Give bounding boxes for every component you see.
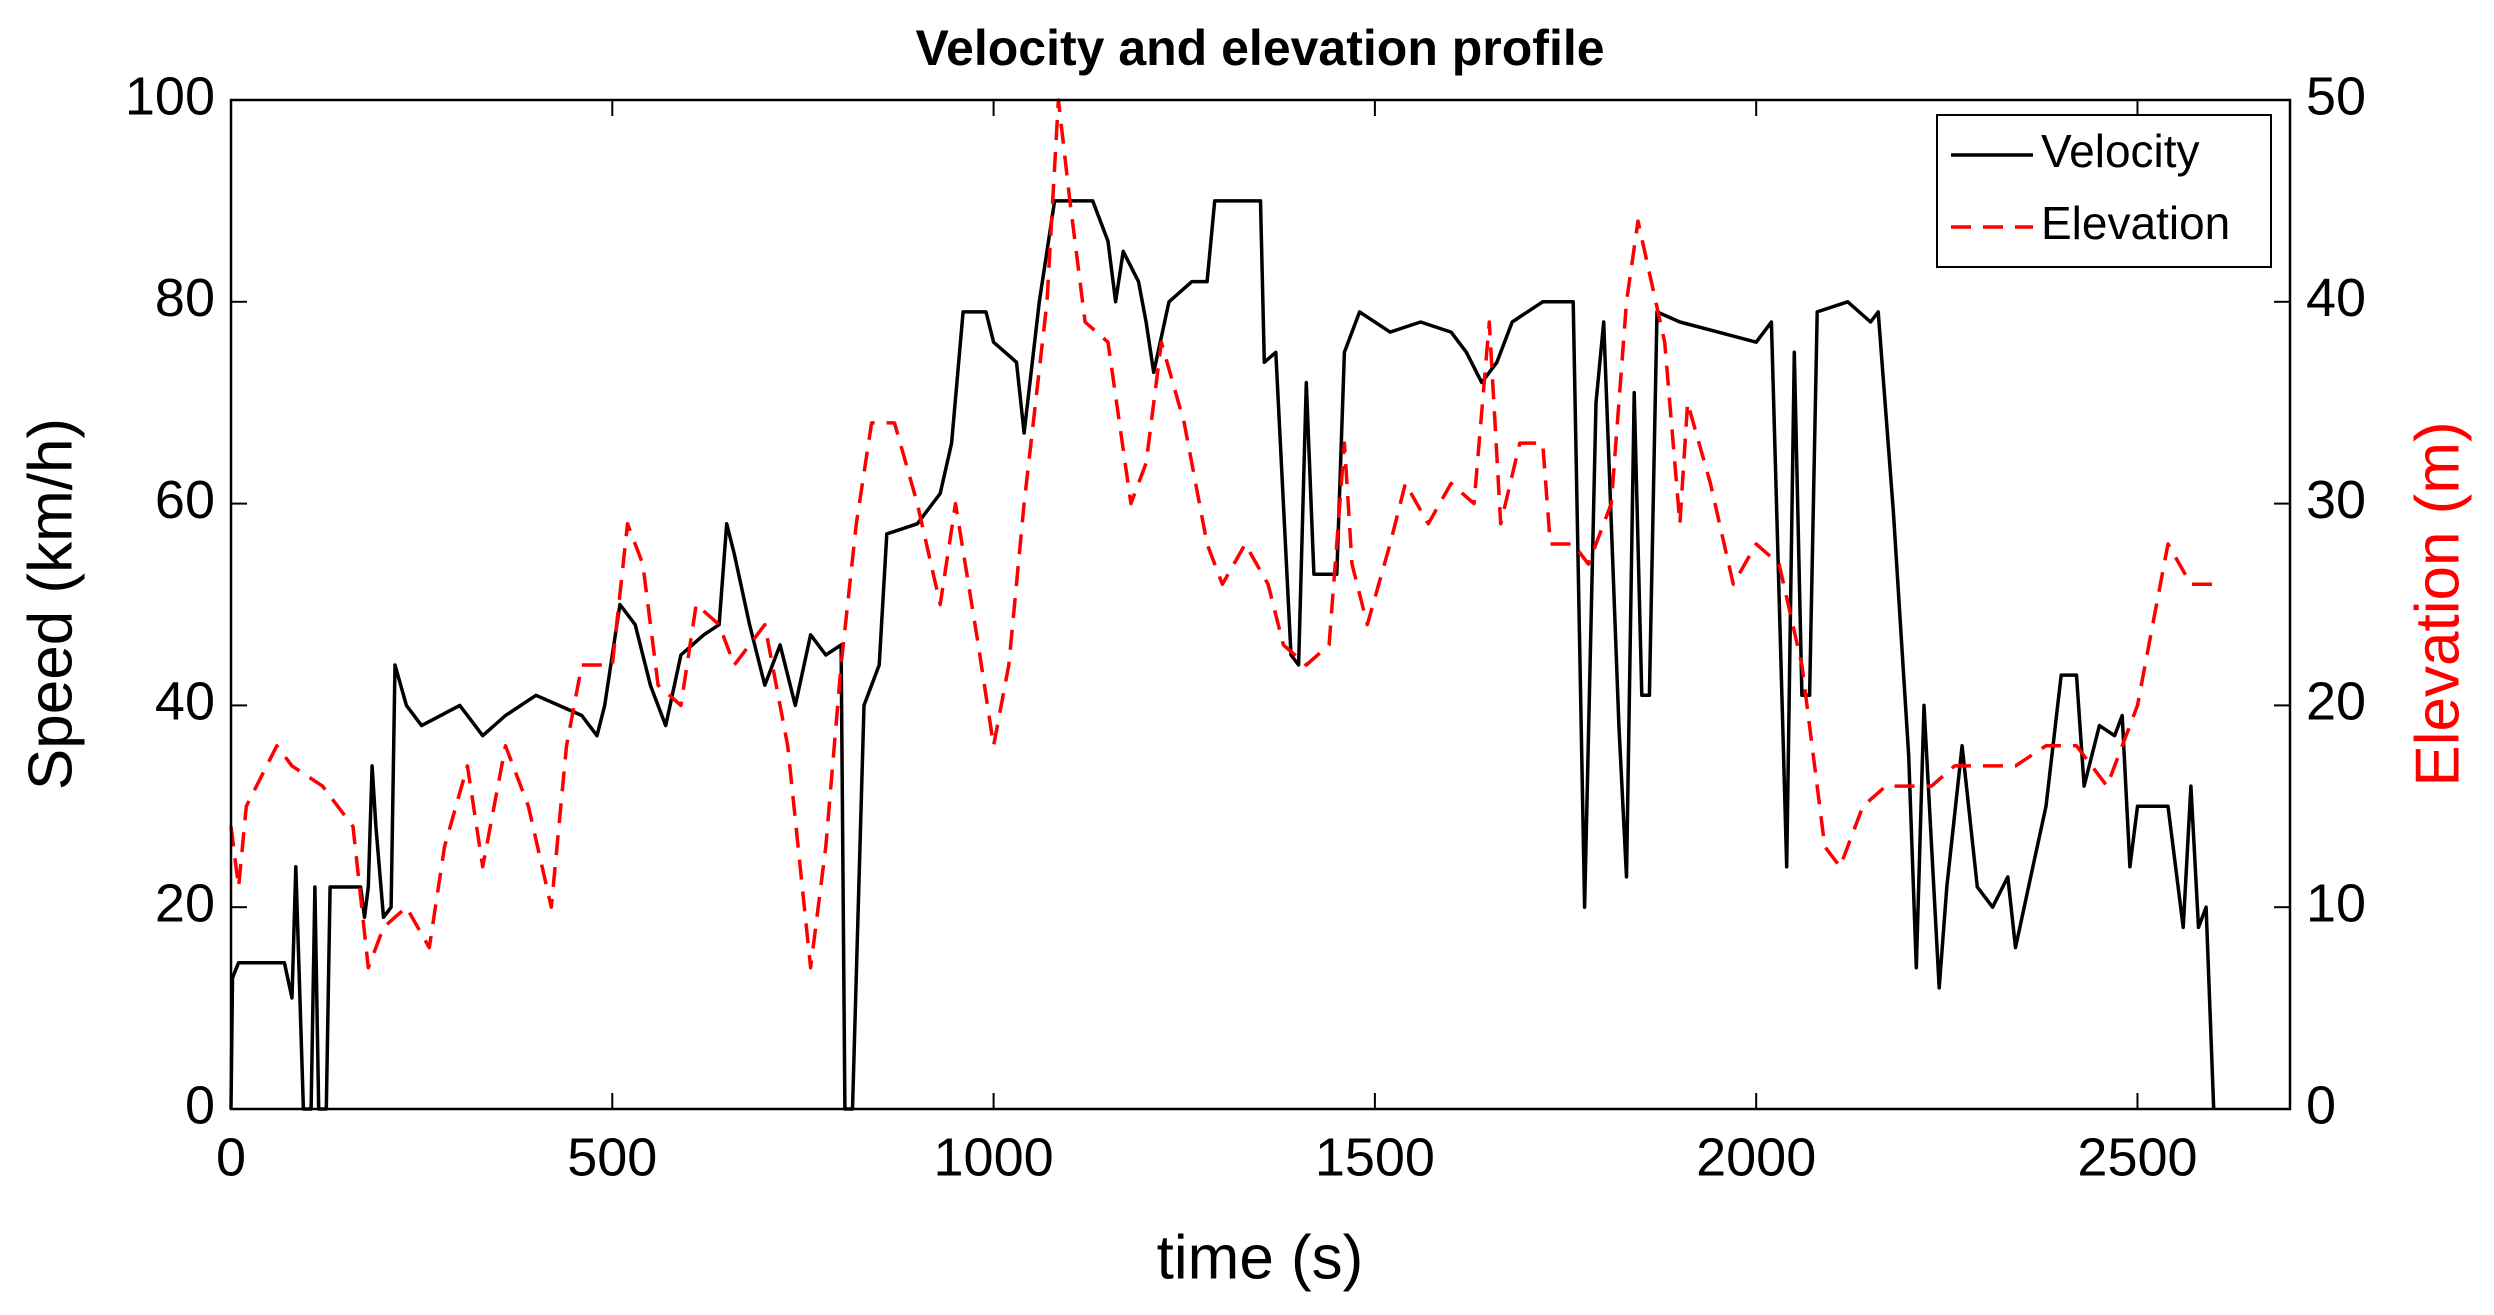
x-tick-label: 2500 <box>2077 1127 2197 1187</box>
y-tick-label: 40 <box>155 672 215 732</box>
y2-tick-label: 30 <box>2306 470 2366 530</box>
chart-title: Velocity and elevation profile <box>915 20 1604 76</box>
y-tick-label: 100 <box>125 66 215 126</box>
y2-tick-label: 0 <box>2306 1075 2336 1135</box>
y-tick-label: 0 <box>185 1075 215 1135</box>
x-tick-label: 1000 <box>934 1127 1054 1187</box>
x-axis-label: time (s) <box>1157 1223 1364 1292</box>
x-tick-label: 2000 <box>1696 1127 1816 1187</box>
y2-tick-label: 20 <box>2306 672 2366 732</box>
y2-tick-label: 40 <box>2306 268 2366 328</box>
plot-frame <box>229 98 2292 1111</box>
y-tick-label: 80 <box>155 268 215 328</box>
series-line <box>229 98 2214 970</box>
legend-box <box>1936 114 2272 268</box>
x-tick-label: 500 <box>567 1127 657 1187</box>
x-tick-label: 1500 <box>1315 1127 1435 1187</box>
y2-axis-label: Elevation (m) <box>2403 421 2472 786</box>
legend-label: Elevation <box>2041 197 2230 249</box>
legend-label: Velocity <box>2041 125 2200 177</box>
y-axis-label: Speed (km/h) <box>16 418 85 790</box>
series-line <box>229 199 2216 1111</box>
y2-tick-label: 50 <box>2306 66 2366 126</box>
x-tick-label: 0 <box>216 1127 246 1187</box>
y-tick-label: 20 <box>155 873 215 933</box>
y2-tick-label: 10 <box>2306 873 2366 933</box>
y-tick-label: 60 <box>155 470 215 530</box>
